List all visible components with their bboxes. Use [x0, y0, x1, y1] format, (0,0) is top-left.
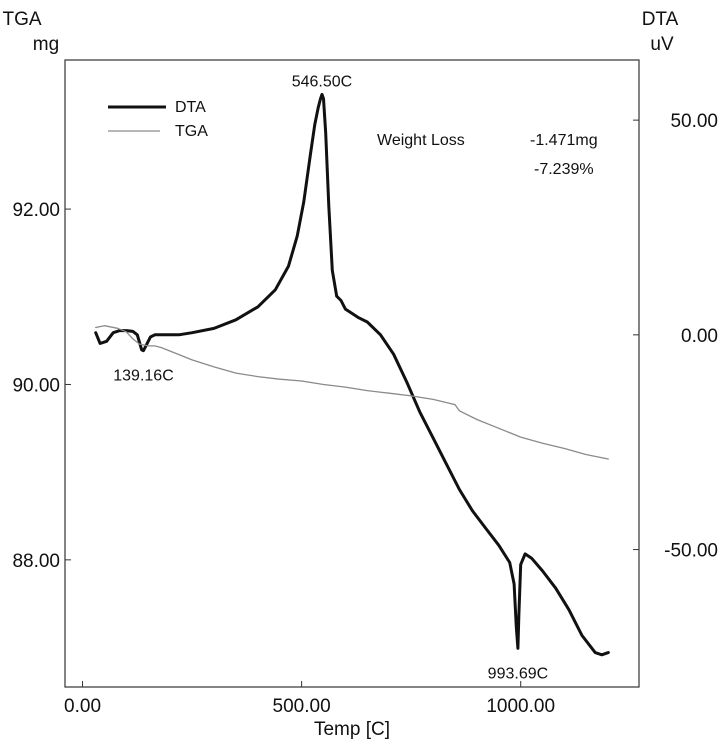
right-axis-title-line2: uV	[650, 34, 674, 55]
left-axis-title-line1: TGA	[2, 9, 41, 30]
x-axis-ticks: 0.00 500.00 1000.00	[64, 681, 555, 717]
peak-annotation: 546.50C	[292, 73, 353, 90]
weight-loss-mg: -1.471mg	[530, 132, 598, 149]
plot-frame	[64, 59, 640, 688]
left-tick-label: 92.00	[12, 200, 60, 221]
x-tick-label: 1000.00	[486, 696, 555, 717]
peak-annotation: 139.16C	[113, 368, 174, 385]
right-tick-label: 0.00	[681, 326, 718, 347]
weight-loss-annotation: Weight Loss -1.471mg -7.239%	[377, 132, 598, 178]
series-layer	[94, 92, 610, 657]
series-line-tga	[95, 325, 609, 460]
annotation-layer: 546.50C 139.16C 993.69C	[113, 73, 548, 682]
peak-annotation: 993.69C	[488, 665, 549, 682]
x-axis-title: Temp [C]	[314, 719, 390, 740]
right-tick-label: 50.00	[670, 111, 718, 132]
legend: DTA TGA	[108, 99, 208, 140]
weight-loss-label: Weight Loss	[377, 132, 465, 149]
x-tick-label: 0.00	[64, 696, 101, 717]
series-line-dta	[94, 92, 610, 657]
right-axis-ticks: -50.00 0.00 50.00	[633, 111, 718, 562]
left-tick-label: 90.00	[12, 375, 60, 396]
legend-tga-label: TGA	[175, 123, 208, 140]
right-axis-title-line1: DTA	[642, 9, 679, 30]
left-axis-ticks: 88.00 90.00 92.00	[12, 200, 71, 572]
left-axis-title-line2: mg	[33, 34, 59, 55]
x-tick-label: 500.00	[273, 696, 331, 717]
legend-dta-label: DTA	[175, 99, 206, 116]
left-tick-label: 88.00	[12, 551, 60, 572]
weight-loss-percent: -7.239%	[534, 161, 594, 178]
right-tick-label: -50.00	[664, 541, 718, 562]
